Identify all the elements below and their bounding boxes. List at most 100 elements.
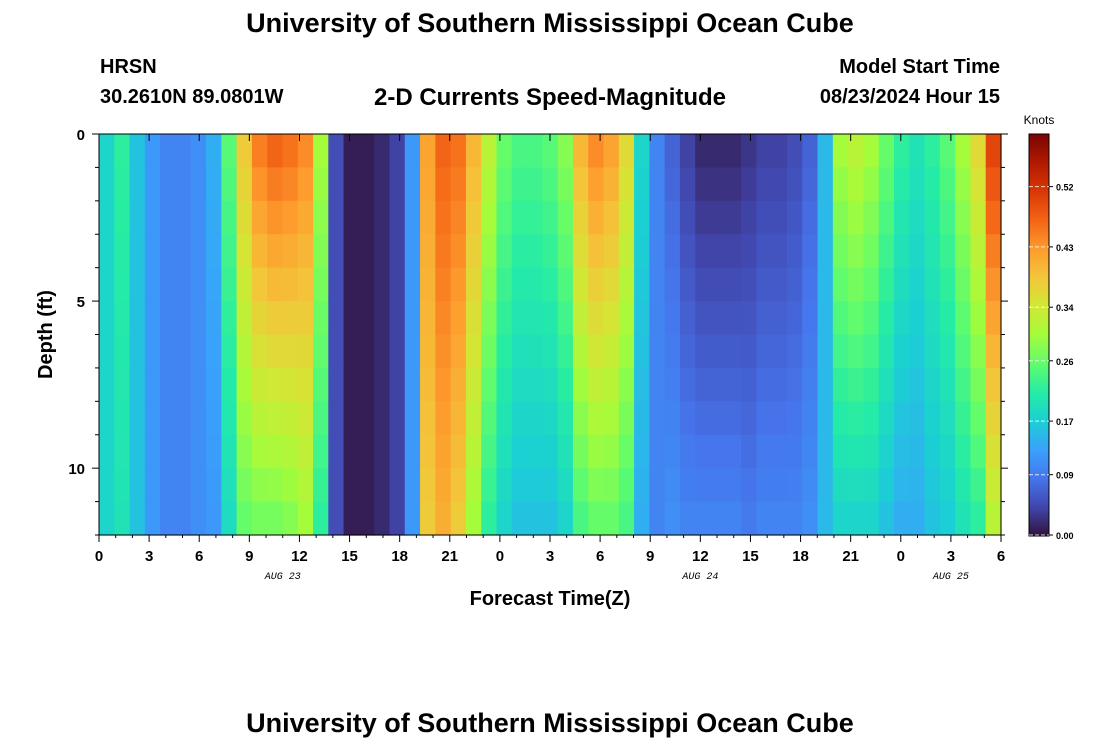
heatmap-cell <box>955 501 972 536</box>
heatmap-cell <box>374 200 391 235</box>
heatmap-cell <box>725 367 742 402</box>
heatmap-cell <box>358 167 375 202</box>
heatmap-cell <box>924 401 941 436</box>
heatmap-cell <box>282 167 299 202</box>
heatmap-cell <box>878 134 895 169</box>
heatmap-cell <box>511 200 528 235</box>
heatmap-cell <box>848 468 865 503</box>
heatmap-cell <box>802 301 819 336</box>
heatmap-cell <box>710 134 727 169</box>
heatmap-cell <box>129 468 146 503</box>
heatmap-cell <box>909 167 926 202</box>
heatmap-cell <box>725 301 742 336</box>
heatmap-cell <box>527 234 543 269</box>
heatmap-cell <box>909 334 926 369</box>
heatmap-cell <box>450 434 467 469</box>
heatmap-cell <box>756 267 773 302</box>
heatmap-cell <box>206 401 222 436</box>
heatmap-cell <box>450 468 467 503</box>
heatmap-cell <box>572 501 589 536</box>
heatmap-cell <box>878 267 895 302</box>
colorbar: Knots 0.52 0.43 0.34 0.26 0.17 0.09 0.00 <box>1024 113 1074 541</box>
heatmap-cell <box>955 468 972 503</box>
heatmap-cell <box>725 501 742 536</box>
heatmap-cell <box>832 301 849 336</box>
heatmap-cell <box>221 367 238 402</box>
heatmap-cell <box>756 334 773 369</box>
heatmap-cell <box>374 267 391 302</box>
heatmap-cell <box>634 334 650 369</box>
heatmap-cell <box>114 501 131 536</box>
heatmap-cell <box>374 501 391 536</box>
heatmap-cell <box>756 367 773 402</box>
heatmap-cell <box>389 401 406 436</box>
y-tick-label: 0 <box>77 127 85 144</box>
heatmap-cell <box>99 200 115 235</box>
heatmap-cell <box>282 134 299 169</box>
heatmap-cell <box>328 401 345 436</box>
heatmap-cell <box>190 267 207 302</box>
heatmap-cell <box>328 267 345 302</box>
heatmap-cell <box>450 501 467 536</box>
heatmap-cell <box>343 234 360 269</box>
heatmap-cell <box>542 267 559 302</box>
heatmap-cell <box>985 301 1002 336</box>
heatmap-cell <box>175 468 192 503</box>
heatmap-cell <box>435 501 452 536</box>
heatmap-cell <box>160 434 177 469</box>
heatmap-cell <box>420 434 436 469</box>
heatmap-cell <box>542 134 559 169</box>
heatmap-cell <box>404 334 421 369</box>
heatmap-cell <box>313 267 329 302</box>
heatmap-cell <box>129 301 146 336</box>
x-tick-label: 12 <box>692 548 709 565</box>
heatmap-cell <box>114 167 131 202</box>
heatmap-cell <box>404 200 421 235</box>
heatmap-cell <box>481 468 498 503</box>
heatmap-cell <box>435 468 452 503</box>
heatmap-cell <box>710 401 727 436</box>
heatmap-cell <box>832 200 849 235</box>
y-tick-label: 5 <box>77 294 85 311</box>
heatmap-cell <box>848 301 865 336</box>
heatmap-cell <box>297 267 314 302</box>
heatmap-cell <box>129 134 146 169</box>
heatmap-cell <box>404 434 421 469</box>
heatmap-cell <box>588 501 605 536</box>
heatmap-cell <box>358 334 375 369</box>
heatmap-cell <box>557 401 574 436</box>
chart-title: 2-D Currents Speed-Magnitude <box>373 84 727 111</box>
heatmap-cell <box>267 167 284 202</box>
heatmap-cell <box>481 234 498 269</box>
footer-title: University of Southern Mississippi Ocean… <box>246 708 854 738</box>
heatmap-cell <box>634 200 650 235</box>
heatmap-cell <box>496 200 513 235</box>
heatmap-cell <box>267 301 284 336</box>
heatmap-cell <box>695 367 712 402</box>
heatmap-cell <box>527 468 543 503</box>
x-tick-label: 3 <box>145 548 153 565</box>
heatmap-cell <box>955 434 972 469</box>
heatmap-cell <box>756 401 773 436</box>
heatmap-cell <box>572 334 589 369</box>
heatmap-cell <box>618 267 635 302</box>
heatmap-cell <box>924 267 941 302</box>
heatmap-cell <box>251 301 268 336</box>
heatmap-cell <box>817 367 834 402</box>
colorbar-tick-label: 0.43 <box>1056 243 1074 253</box>
heatmap-cell <box>557 434 574 469</box>
heatmap-cell <box>221 468 238 503</box>
heatmap-cell <box>404 501 421 536</box>
heatmap-cell <box>572 434 589 469</box>
heatmap-cell <box>496 134 513 169</box>
heatmap-cell <box>267 134 284 169</box>
heatmap-cell <box>511 134 528 169</box>
heatmap-cell <box>618 234 635 269</box>
heatmap-cell <box>985 167 1002 202</box>
heatmap-cell <box>939 468 956 503</box>
heatmap-cell <box>557 301 574 336</box>
colorbar-tick-label: 0.26 <box>1056 357 1074 367</box>
heatmap-cell <box>603 267 620 302</box>
heatmap-cell <box>313 301 329 336</box>
heatmap-cell <box>374 334 391 369</box>
